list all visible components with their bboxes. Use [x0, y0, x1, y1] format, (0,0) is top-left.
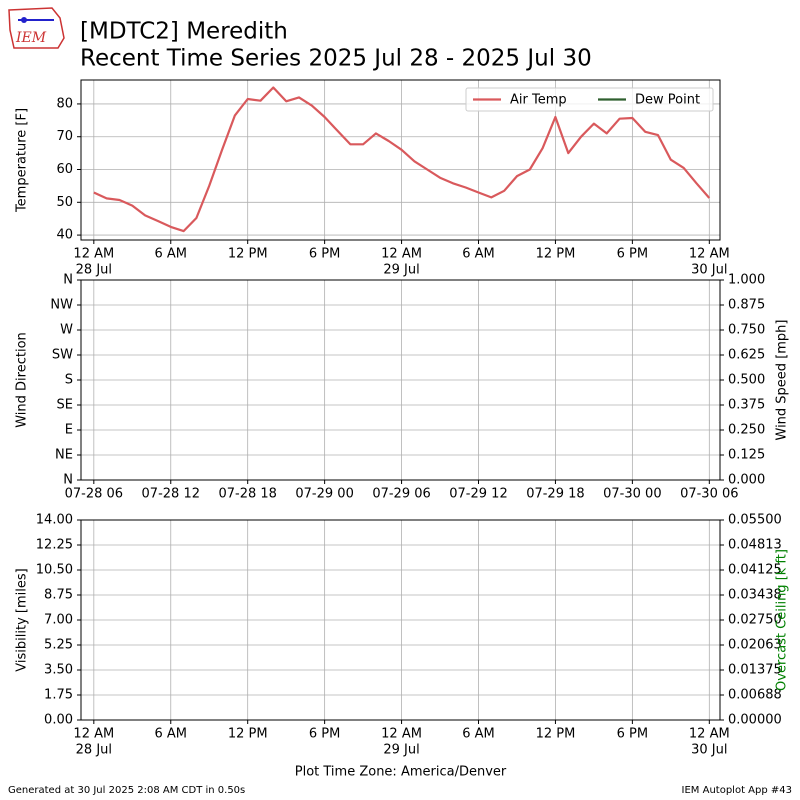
x-tick-label: 6 AM — [155, 247, 188, 262]
plot-frame — [80, 279, 721, 481]
x-tick-label: 29 Jul — [383, 263, 419, 278]
y-tick-label: W — [60, 323, 73, 338]
x-tick-label: 30 Jul — [691, 743, 727, 758]
y2-tick-label: 0.500 — [728, 373, 765, 388]
x-tick-label: 28 Jul — [76, 263, 112, 278]
y-tick-label: SW — [52, 348, 73, 363]
x-tick-label: 29 Jul — [383, 743, 419, 758]
y2-tick-label: 0.875 — [728, 298, 765, 313]
y-tick-label: 0.00 — [44, 713, 73, 728]
legend-label: Air Temp — [510, 93, 567, 108]
y-tick-label: 50 — [56, 195, 73, 210]
y-tick-label: 40 — [56, 228, 73, 243]
x-tick-label: 12 PM — [228, 727, 268, 742]
y2-tick-label: 0.125 — [728, 448, 765, 463]
y-tick-label: SE — [57, 398, 73, 413]
y2-tick-label: 0.04125 — [728, 563, 782, 578]
y-tick-label: N — [63, 273, 73, 288]
y2-tick-label: 0.00000 — [728, 713, 782, 728]
y-tick-label: 12.25 — [36, 538, 73, 553]
y2-tick-label: 0.05500 — [728, 513, 782, 528]
legend-label: Dew Point — [635, 93, 700, 108]
y-tick-label: 10.50 — [36, 563, 73, 578]
y-tick-label: NW — [50, 298, 73, 313]
x-tick-label: 07-29 12 — [449, 487, 507, 502]
y2-axis-label: Wind Speed [mph] — [775, 320, 790, 441]
y-tick-label: 1.75 — [44, 688, 73, 703]
plot-frame — [80, 519, 721, 721]
y2-tick-label: 1.000 — [728, 273, 765, 288]
plot-frame — [80, 79, 721, 241]
y-tick-label: 80 — [56, 96, 73, 111]
x-tick-label: 30 Jul — [691, 263, 727, 278]
x-tick-label: 07-28 18 — [218, 487, 276, 502]
x-tick-label: 07-29 18 — [526, 487, 584, 502]
y-tick-label: 8.75 — [44, 588, 73, 603]
y-tick-label: NE — [55, 448, 73, 463]
title-line-1: [MDTC2] Meredith — [80, 19, 288, 45]
y-axis-label: Temperature [F] — [15, 108, 30, 213]
x-tick-label: 12 AM — [381, 727, 422, 742]
svg-text:IEM: IEM — [15, 30, 47, 46]
y2-tick-label: 0.03438 — [728, 588, 782, 603]
x-tick-label: 07-28 06 — [65, 487, 123, 502]
x-tick-label: 12 AM — [73, 247, 114, 262]
x-tick-label: 12 AM — [689, 247, 730, 262]
y2-tick-label: 0.00688 — [728, 688, 782, 703]
x-tick-label: 12 AM — [381, 247, 422, 262]
y-tick-label: 3.50 — [44, 663, 73, 678]
y-axis-label: Wind Direction — [15, 332, 30, 428]
iem-logo: IEM — [8, 7, 65, 49]
y2-tick-label: 0.375 — [728, 398, 765, 413]
series-line — [93, 86, 711, 233]
y2-tick-label: 0.750 — [728, 323, 765, 338]
x-tick-label: 12 AM — [73, 727, 114, 742]
y2-tick-label: 0.625 — [728, 348, 765, 363]
x-tick-label: 07-30 06 — [680, 487, 738, 502]
legend-box — [465, 87, 714, 112]
x-tick-label: 6 AM — [155, 727, 188, 742]
y2-tick-label: 0.04813 — [728, 538, 782, 553]
x-tick-label: 6 PM — [309, 247, 340, 262]
x-tick-label: 12 PM — [228, 247, 268, 262]
x-tick-label: 6 PM — [617, 247, 648, 262]
y2-axis-label: Overcast Ceiling [k ft] — [775, 549, 790, 691]
x-tick-label: 6 AM — [462, 247, 495, 262]
y2-tick-label: 0.250 — [728, 423, 765, 438]
x-tick-label: 07-29 06 — [372, 487, 430, 502]
y-tick-label: S — [65, 373, 73, 388]
x-tick-label: 07-28 12 — [142, 487, 200, 502]
y-tick-label: N — [63, 473, 73, 488]
y-axis-label: Visibility [miles] — [15, 568, 30, 671]
x-tick-label: 6 PM — [617, 727, 648, 742]
y2-tick-label: 0.02750 — [728, 613, 782, 628]
x-tick-label: 07-30 00 — [603, 487, 661, 502]
x-tick-label: 07-29 00 — [295, 487, 353, 502]
x-tick-label: 12 PM — [536, 727, 576, 742]
y-tick-label: 5.25 — [44, 638, 73, 653]
x-tick-label: 28 Jul — [76, 743, 112, 758]
y-tick-label: 7.00 — [44, 613, 73, 628]
y2-tick-label: 0.02063 — [728, 638, 782, 653]
x-tick-label: 12 PM — [536, 247, 576, 262]
y-tick-label: 70 — [56, 129, 73, 144]
footer-left: Generated at 30 Jul 2025 2:08 AM CDT in … — [8, 785, 245, 796]
y-tick-label: 14.00 — [36, 513, 73, 528]
title-line-2: Recent Time Series 2025 Jul 28 - 2025 Ju… — [80, 46, 592, 72]
x-tick-label: 6 AM — [462, 727, 495, 742]
y2-tick-label: 0.000 — [728, 473, 765, 488]
x-tick-label: 12 AM — [689, 727, 730, 742]
y2-tick-label: 0.01375 — [728, 663, 782, 678]
y-tick-label: E — [65, 423, 73, 438]
x-axis-label: Plot Time Zone: America/Denver — [295, 765, 507, 780]
x-tick-label: 6 PM — [309, 727, 340, 742]
footer-right: IEM Autoplot App #43 — [682, 785, 792, 796]
y-tick-label: 60 — [56, 162, 73, 177]
